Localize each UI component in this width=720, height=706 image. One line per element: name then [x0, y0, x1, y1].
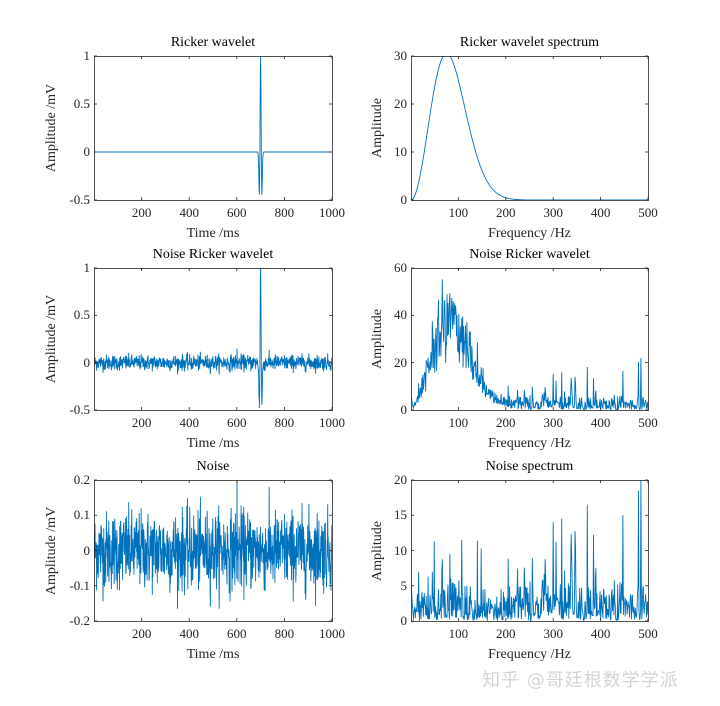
y-tick-label: 20	[394, 96, 407, 111]
x-tick-label: 200	[131, 415, 152, 430]
y-tick-label: 10	[394, 144, 407, 159]
y-tick-label: -0.5	[69, 402, 90, 417]
x-axis-label: Time /ms	[186, 436, 240, 451]
x-tick-label: 100	[448, 205, 469, 220]
chart-title: Noise spectrum	[485, 459, 574, 474]
x-tick-label: 1000	[319, 205, 345, 220]
x-axis-label: Frequency /Hz	[488, 436, 571, 451]
y-tick-label: 40	[394, 307, 407, 323]
y-tick-label: 30	[394, 48, 407, 63]
chart-title: Ricker wavelet spectrum	[459, 35, 600, 50]
x-tick-label: 300	[543, 626, 563, 641]
y-tick-label: 0.1	[73, 507, 90, 523]
axes-box	[94, 480, 333, 622]
x-tick-label: 400	[179, 626, 199, 641]
y-tick-label: 0	[83, 354, 91, 370]
x-tick-label: 600	[227, 415, 247, 430]
chart-title: Ricker wavelet	[170, 35, 256, 50]
x-tick-label: 400	[179, 415, 199, 430]
y-tick-label: -0.5	[69, 192, 90, 207]
data-line	[94, 268, 332, 409]
x-tick-label: 300	[543, 415, 563, 430]
x-tick-label: 800	[274, 626, 295, 641]
data-line	[411, 56, 648, 200]
x-tick-label: 200	[496, 205, 516, 220]
axes-box	[411, 268, 649, 411]
y-tick-label: 15	[394, 507, 407, 523]
x-tick-label: 500	[638, 626, 658, 641]
x-tick-label: 600	[227, 205, 247, 220]
watermark: 知乎 @哥廷根数学学派	[482, 670, 679, 691]
y-tick-label: 0	[83, 144, 91, 159]
x-tick-label: 400	[179, 205, 199, 220]
chart-title: Noise	[196, 459, 230, 474]
x-tick-label: 400	[590, 415, 611, 430]
y-tick-label: 20	[394, 354, 407, 370]
y-tick-label: 1	[83, 260, 91, 275]
x-tick-label: 200	[496, 415, 516, 430]
y-tick-label: 60	[394, 260, 407, 275]
y-tick-label: 0.2	[73, 472, 90, 487]
y-tick-label: 1	[83, 48, 91, 63]
x-axis-label: Frequency /Hz	[488, 226, 571, 241]
x-tick-label: 500	[638, 205, 658, 220]
y-tick-label: 20	[394, 472, 407, 487]
y-tick-label: 0	[400, 192, 408, 207]
axes-box	[94, 268, 333, 411]
data-line	[411, 279, 648, 410]
x-tick-label: 400	[590, 626, 611, 641]
x-tick-label: 800	[274, 415, 295, 430]
y-tick-label: 0	[400, 402, 408, 417]
x-tick-label: 400	[590, 205, 611, 220]
axes-box	[94, 56, 333, 201]
x-axis-label: Frequency /Hz	[488, 647, 571, 662]
chart-title: Noise Ricker wavelet	[152, 247, 274, 262]
y-tick-label: 0	[400, 613, 408, 628]
x-axis-label: Time /ms	[186, 226, 240, 241]
data-line	[94, 56, 332, 195]
x-tick-label: 500	[638, 415, 658, 430]
x-tick-label: 200	[131, 205, 152, 220]
y-tick-label: -0.2	[69, 613, 90, 628]
x-tick-label: 200	[496, 626, 516, 641]
x-tick-label: 600	[227, 626, 247, 641]
y-tick-label: 0.5	[73, 96, 90, 111]
y-tick-label: 10	[394, 542, 407, 558]
chart-title: Noise Ricker wavelet	[469, 247, 590, 262]
axes-box	[411, 480, 649, 622]
x-tick-label: 800	[274, 205, 295, 220]
x-tick-label: 100	[448, 415, 469, 430]
x-axis-label: Time /ms	[186, 647, 240, 662]
y-tick-label: 5	[400, 577, 408, 593]
x-tick-label: 1000	[319, 415, 345, 430]
y-tick-label: 0	[83, 542, 91, 558]
x-tick-label: 300	[543, 205, 563, 220]
data-line	[94, 480, 332, 609]
y-tick-label: -0.1	[69, 577, 90, 593]
x-tick-label: 200	[131, 626, 152, 641]
x-tick-label: 100	[448, 626, 469, 641]
x-tick-label: 1000	[319, 626, 345, 641]
data-line	[411, 480, 648, 621]
y-tick-label: 0.5	[73, 307, 90, 323]
axes-box	[411, 56, 649, 201]
